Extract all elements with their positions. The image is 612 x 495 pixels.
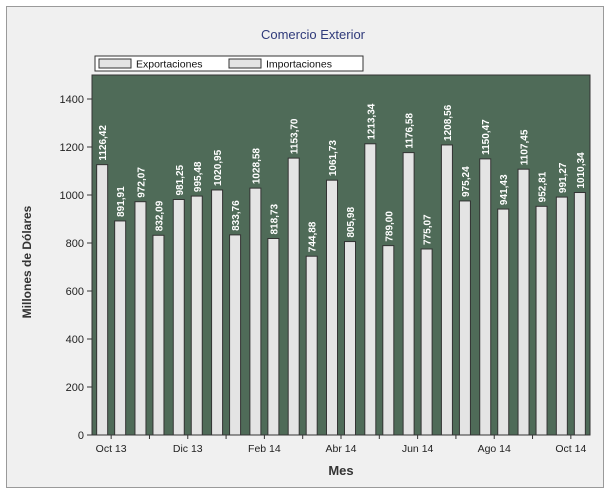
bar-value-label: 805,98 — [346, 207, 357, 238]
y-tick-label: 200 — [66, 382, 84, 394]
bar-value-label: 1176,58 — [405, 113, 416, 149]
bar-exportaciones-4 — [249, 187, 262, 436]
bar-exportaciones-8 — [402, 152, 415, 436]
y-tick-label: 1400 — [60, 94, 84, 106]
bar-value-label: 775,07 — [423, 214, 434, 245]
bar-importaciones-0 — [114, 220, 127, 436]
bar-value-label: 1213,34 — [366, 103, 377, 140]
bar-value-label: 1107,45 — [520, 129, 531, 165]
bars-group — [96, 143, 586, 436]
bar-value-label: 941,43 — [499, 174, 510, 205]
x-axis: Oct 13 Dic 13 Feb 14 Abr 14 Jun 14 Ago 14 Oct … — [96, 435, 586, 455]
bar-value-label: 981,25 — [175, 164, 186, 195]
bar-importaciones-1 — [152, 234, 165, 436]
bar-value-label: 952,81 — [538, 171, 549, 202]
bar-value-label: 891,91 — [116, 186, 127, 217]
bar-exportaciones-9 — [440, 144, 453, 436]
y-tick-label: 1200 — [60, 142, 84, 154]
x-tick-label: Oct 14 — [555, 443, 586, 455]
x-tick-label: Ago 14 — [478, 443, 511, 455]
x-tick-label: Oct 13 — [96, 443, 127, 455]
bar-exportaciones-6 — [326, 179, 338, 436]
bar-value-label: 789,00 — [384, 211, 395, 242]
y-tick-label: 400 — [66, 334, 84, 346]
bar-value-label: 975,24 — [461, 166, 472, 197]
bar-exportaciones-12 — [555, 196, 568, 436]
bar-value-label: 1153,70 — [290, 118, 301, 154]
bar-exportaciones-0 — [96, 164, 109, 436]
y-axis-title: Millones de Dólares — [20, 205, 34, 318]
chart-canvas: Comercio Exterior Exportaciones Importac… — [20, 27, 591, 478]
chart-title: Comercio Exterior — [261, 27, 366, 42]
bar-value-label: 1061,73 — [328, 140, 339, 177]
bar-value-label: 832,09 — [154, 200, 165, 231]
legend-swatch-exportaciones — [98, 58, 132, 69]
bar-importaciones-7 — [382, 245, 395, 436]
bar-importaciones-2 — [190, 195, 203, 436]
x-tick-label: Dic 13 — [173, 443, 203, 455]
bar-importaciones-12 — [573, 192, 586, 436]
y-tick-label: 800 — [66, 238, 84, 250]
bar-importaciones-11 — [535, 205, 548, 436]
x-axis-title: Mes — [328, 463, 353, 478]
legend-label-exportaciones: Exportaciones — [136, 59, 203, 71]
bar-exportaciones-1 — [134, 201, 147, 436]
x-tick-label: Abr 14 — [326, 443, 357, 455]
bar-value-label: 833,76 — [231, 200, 242, 231]
x-tick-label: Feb 14 — [248, 443, 281, 455]
bar-importaciones-6 — [344, 241, 356, 436]
bar-exportaciones-3 — [211, 189, 224, 436]
y-tick-label: 1000 — [60, 190, 84, 202]
bar-value-label: 1028,58 — [251, 148, 262, 185]
bar-value-label: 818,73 — [269, 203, 280, 234]
legend: Exportaciones Importaciones — [94, 55, 364, 72]
bar-exportaciones-10 — [479, 158, 492, 436]
bar-importaciones-5 — [305, 255, 318, 436]
bar-exportaciones-11 — [517, 168, 530, 436]
legend-swatch-importaciones — [228, 58, 262, 69]
x-tick-label: Jun 14 — [402, 443, 434, 455]
bar-importaciones-4 — [267, 238, 280, 436]
bar-value-label: 991,27 — [558, 162, 569, 193]
chart-frame: Comercio Exterior Exportaciones Importac… — [6, 6, 604, 488]
bar-importaciones-8 — [420, 248, 433, 436]
y-axis: 0 200 400 600 800 1000 1200 1400 — [60, 94, 92, 442]
bar-value-label: 1010,34 — [576, 152, 587, 189]
bar-exportaciones-2 — [172, 199, 185, 436]
plot-area — [91, 74, 591, 436]
bar-value-label: 972,07 — [136, 167, 147, 198]
bar-importaciones-9 — [458, 200, 471, 436]
bar-importaciones-10 — [497, 208, 510, 436]
bar-value-label: 1150,47 — [481, 119, 492, 155]
bar-value-label: 1126,42 — [98, 125, 109, 161]
bar-exportaciones-7 — [364, 143, 377, 436]
y-tick-label: 600 — [66, 286, 84, 298]
bar-importaciones-3 — [229, 234, 242, 436]
bar-value-label: 1020,95 — [213, 149, 224, 186]
y-tick-label: 0 — [78, 430, 84, 442]
bar-value-label: 995,48 — [193, 161, 204, 192]
bar-value-label: 744,88 — [308, 221, 319, 252]
legend-label-importaciones: Importaciones — [266, 59, 332, 71]
bar-value-label: 1208,56 — [443, 104, 454, 141]
bar-exportaciones-5 — [287, 157, 300, 436]
value-labels-group: 1126,42 891,91 972,07 832,09 981,25 995,48 102… — [98, 103, 587, 252]
